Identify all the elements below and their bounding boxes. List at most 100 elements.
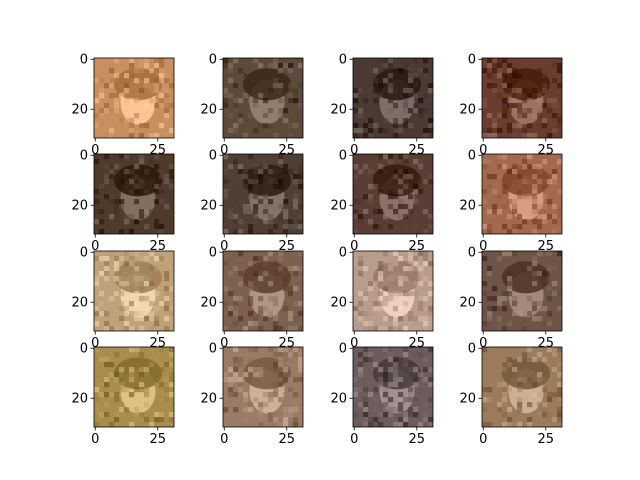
pixel-block <box>139 154 145 160</box>
pixel-block <box>423 229 429 234</box>
pixel-block <box>94 311 100 317</box>
pixel-block <box>512 103 518 109</box>
pixel-block <box>129 251 135 257</box>
pixel-block <box>403 169 409 175</box>
pixel-block <box>393 321 399 327</box>
pixel-block <box>253 103 259 109</box>
pixel-block <box>268 219 274 225</box>
pixel-block <box>144 367 150 373</box>
pixel-block <box>423 326 429 331</box>
pixel-block <box>139 133 145 138</box>
pixel-block <box>124 229 130 234</box>
pixel-block <box>393 357 399 363</box>
pixel-block <box>114 276 120 282</box>
pixel-block <box>497 209 503 215</box>
pixel-block <box>512 367 518 373</box>
y-tick-label: 0 <box>339 148 347 163</box>
pixel-block <box>358 256 364 262</box>
pixel-block <box>368 286 374 292</box>
pixel-block <box>293 392 299 398</box>
pixel-block <box>114 261 120 267</box>
pixel-block <box>134 164 140 170</box>
y-tick-label: 20 <box>71 102 88 117</box>
pixel-block <box>403 397 409 403</box>
pixel-block <box>99 301 105 307</box>
pixel-block <box>283 407 289 413</box>
pixel-block <box>398 291 404 297</box>
pixel-block <box>159 164 165 170</box>
pixel-block <box>233 392 239 398</box>
pixel-block <box>293 194 299 200</box>
pixel-block <box>408 83 414 89</box>
pixel-block <box>144 58 150 64</box>
pixel-block <box>253 219 259 225</box>
pixel-block <box>537 169 543 175</box>
pixel-block <box>547 352 553 358</box>
pixel-block <box>522 352 528 358</box>
pixel-block <box>94 63 100 69</box>
pixel-block <box>119 133 125 138</box>
x-tick-label: 25 <box>408 432 425 447</box>
pixel-block <box>258 123 264 129</box>
pixel-block <box>517 73 523 79</box>
pixel-block <box>283 422 289 427</box>
pixel-block <box>497 113 503 119</box>
pixel-block <box>283 352 289 358</box>
pixel-block <box>283 392 289 398</box>
generated-face-image <box>353 251 433 331</box>
pixel-block <box>512 301 518 307</box>
pixel-block <box>368 123 374 129</box>
pixel-block <box>428 88 433 94</box>
pixel-block <box>283 417 289 423</box>
pixel-block <box>368 88 374 94</box>
pixel-block <box>278 159 284 165</box>
pixel-block <box>223 286 229 292</box>
pixel-block <box>552 219 558 225</box>
pixel-block <box>164 377 170 383</box>
pixel-block <box>293 93 299 99</box>
pixel-block <box>159 68 165 74</box>
pixel-block <box>393 128 399 134</box>
pixel-block <box>502 189 508 195</box>
pixel-block <box>418 352 424 358</box>
pixel-block <box>527 276 533 282</box>
pixel-block <box>383 296 389 302</box>
pixel-block <box>388 189 394 195</box>
pixel-block <box>408 194 414 200</box>
pixel-block <box>129 311 135 317</box>
pixel-block <box>482 189 488 195</box>
pixel-block <box>139 412 145 418</box>
pixel-block <box>164 73 170 79</box>
pixel-block <box>542 214 548 220</box>
pixel-block <box>403 291 409 297</box>
pixel-block <box>418 276 424 282</box>
pixel-block <box>129 286 135 292</box>
pixel-block <box>423 412 429 418</box>
pixel-block <box>169 372 174 378</box>
pixel-block <box>532 382 538 388</box>
pixel-block <box>109 133 115 138</box>
pixel-block <box>512 88 518 94</box>
pixel-block <box>283 214 289 220</box>
pixel-block <box>149 271 155 277</box>
pixel-block <box>129 133 135 138</box>
pixel-block <box>512 73 518 79</box>
pixel-block <box>258 93 264 99</box>
y-tick-label: 20 <box>330 198 347 213</box>
pixel-block <box>547 397 553 403</box>
pixel-block <box>492 63 498 69</box>
pixel-block <box>134 281 140 287</box>
pixel-block <box>403 276 409 282</box>
pixel-block <box>169 103 174 109</box>
pixel-block <box>502 392 508 398</box>
pixel-block <box>537 113 543 119</box>
pixel-block <box>383 301 389 307</box>
pixel-block <box>144 256 150 262</box>
pixel-block <box>258 271 264 277</box>
pixel-block <box>114 93 120 99</box>
pixel-block <box>283 362 289 368</box>
pixel-block <box>487 224 493 230</box>
pixel-block <box>557 123 562 129</box>
pixel-block <box>482 397 488 403</box>
